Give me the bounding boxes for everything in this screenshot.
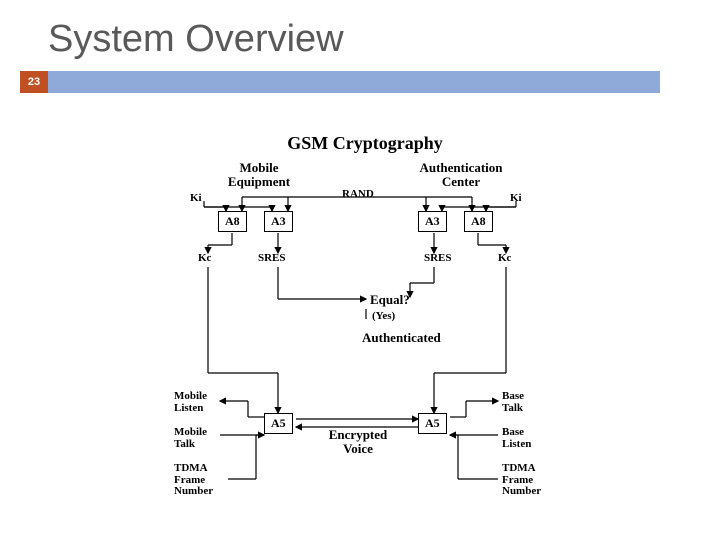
text: Frame (502, 474, 533, 486)
diagram-title: GSM Cryptography (160, 133, 570, 154)
text: TDMA (502, 462, 536, 474)
a8-right-box: A8 (464, 211, 493, 232)
a5-left-box: A5 (264, 413, 293, 434)
text: Listen (174, 402, 203, 414)
page-title: System Overview (48, 18, 720, 61)
mobile-equipment-header: Mobile Equipment (214, 161, 304, 188)
page-number: 23 (20, 71, 48, 93)
auth-center-header: Authentication Center (406, 161, 516, 188)
encrypted-voice-label: Encrypted Voice (324, 428, 392, 455)
text: Mobile (174, 390, 207, 402)
authenticated-label: Authenticated (362, 331, 441, 345)
a3-right-box: A3 (418, 211, 447, 232)
gsm-cryptography-diagram: GSM Cryptography Mobile Equipment Authen… (160, 133, 570, 523)
base-listen-label: Base Listen (502, 427, 531, 450)
base-talk-label: Base Talk (502, 391, 524, 414)
text: Mobile (174, 426, 207, 438)
sres-right-label: SRES (424, 253, 452, 265)
rand-label: RAND (342, 189, 374, 201)
text: Base (502, 426, 524, 438)
mobile-listen-label: Mobile Listen (174, 391, 207, 414)
text: Number (502, 485, 541, 497)
title-bar: 23 (20, 71, 660, 93)
text: Number (174, 485, 213, 497)
text: Equipment (228, 174, 290, 189)
kc-right-label: Kc (498, 253, 511, 265)
a5-right-box: A5 (418, 413, 447, 434)
mobile-talk-label: Mobile Talk (174, 427, 207, 450)
a8-left-box: A8 (218, 211, 247, 232)
text: Center (442, 174, 480, 189)
text: Frame (174, 474, 205, 486)
tdma-left-label: TDMA Frame Number (174, 463, 213, 498)
tdma-right-label: TDMA Frame Number (502, 463, 541, 498)
yes-label: (Yes) (372, 311, 395, 323)
equal-label: Equal? (370, 293, 410, 307)
text: Talk (502, 402, 523, 414)
a3-left-box: A3 (264, 211, 293, 232)
ki-right-label: Ki (510, 193, 522, 205)
text: Listen (502, 438, 531, 450)
text: TDMA (174, 462, 208, 474)
sres-left-label: SRES (258, 253, 286, 265)
text: Base (502, 390, 524, 402)
text: Voice (343, 441, 373, 456)
text: Talk (174, 438, 195, 450)
kc-left-label: Kc (198, 253, 211, 265)
ki-left-label: Ki (190, 193, 202, 205)
